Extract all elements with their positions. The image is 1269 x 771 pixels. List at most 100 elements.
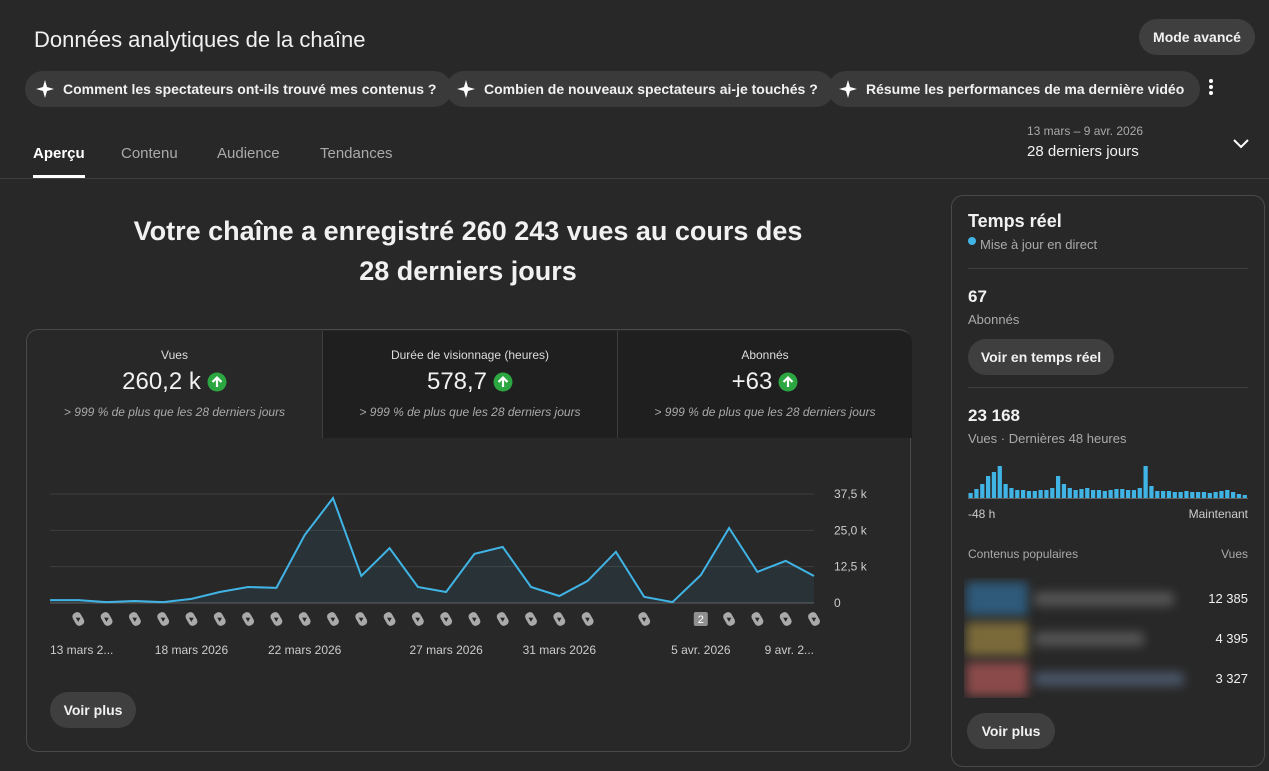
short-upload-icon[interactable]	[807, 611, 822, 628]
short-upload-icon[interactable]	[241, 611, 256, 628]
metric-tab[interactable]: Abonnés +63 > 999 % de plus que les 28 der…	[617, 331, 912, 438]
icon-play	[585, 617, 590, 622]
bar	[1056, 476, 1061, 498]
short-upload-icon[interactable]	[156, 611, 171, 628]
bar	[1096, 490, 1102, 498]
advanced-mode-button[interactable]: Mode avancé	[1139, 19, 1255, 55]
suggestion-text: Résume les performances de ma dernière v…	[866, 81, 1185, 97]
bar	[1166, 491, 1172, 498]
trend-up-icon	[207, 372, 227, 392]
icon-play	[415, 617, 421, 622]
realtime-button[interactable]: Voir en temps réel	[968, 339, 1114, 375]
short-upload-icon[interactable]	[552, 611, 567, 628]
y-tick-label: 37,5 k	[834, 487, 868, 501]
views-count: 23 168	[968, 406, 1020, 425]
icon-play	[500, 617, 505, 622]
metric-label: Durée de visionnage (heures)	[390, 348, 550, 362]
icon-play	[726, 617, 732, 622]
short-upload-icon[interactable]	[269, 611, 284, 628]
short-upload-icon[interactable]	[297, 611, 312, 628]
bar	[1026, 491, 1032, 498]
bar	[1184, 491, 1189, 498]
icon-play	[754, 617, 760, 622]
bar	[968, 493, 973, 498]
y-tick-label: 0	[834, 596, 841, 610]
suggestion-chip[interactable]: Résume les performances de ma dernière v…	[828, 71, 1201, 107]
bar	[1021, 490, 1026, 498]
bar	[1120, 489, 1125, 498]
y-tick-label: 25,0 k	[834, 523, 868, 537]
realtime-title: Temps réel	[968, 211, 1062, 231]
see-more-button[interactable]: Voir plus	[967, 713, 1055, 749]
subscriber-label: Abonnés	[968, 312, 1020, 327]
short-upload-icon[interactable]	[580, 611, 595, 628]
metric-tab[interactable]: Vues 260,2 k > 999 % de plus que les 28 de…	[27, 331, 322, 438]
bar	[1102, 491, 1107, 498]
short-upload-icon[interactable]	[99, 611, 114, 628]
short-upload-icon[interactable]	[212, 611, 227, 628]
bar	[1061, 484, 1067, 498]
short-upload-icon[interactable]	[524, 611, 539, 628]
icon-play	[245, 617, 251, 622]
page-title: Données analytiques de la chaîne	[34, 27, 366, 52]
icon-arrow	[497, 375, 509, 387]
divider	[968, 387, 1248, 388]
short-upload-icon[interactable]	[71, 611, 86, 628]
bar	[1050, 488, 1055, 498]
realtime-status: Mise à jour en direct	[980, 237, 1098, 252]
short-upload-icon[interactable]	[778, 611, 793, 628]
date-range-label[interactable]: 28 derniers jours	[1027, 143, 1139, 160]
short-upload-icon[interactable]	[495, 611, 510, 628]
tab[interactable]: Aperçu	[33, 145, 85, 162]
short-upload-icon[interactable]	[722, 611, 737, 628]
suggestion-chip[interactable]: Combien de nouveaux spectateurs ai-je to…	[446, 71, 834, 107]
tab[interactable]: Tendances	[320, 145, 393, 162]
bar	[1079, 489, 1084, 498]
tab[interactable]: Audience	[217, 145, 280, 162]
divider	[0, 178, 1269, 179]
more-menu[interactable]	[1201, 77, 1221, 97]
short-upload-icon[interactable]	[326, 611, 341, 628]
metric-tab[interactable]: Durée de visionnage (heures) 578,7 > 999 %…	[322, 331, 617, 438]
bar	[1114, 489, 1119, 498]
metric-value: 578,7	[426, 368, 488, 395]
short-upload-icon[interactable]	[637, 611, 652, 628]
views-label: Vues · Dernières 48 heures	[968, 431, 1127, 446]
trend-up-icon	[778, 372, 798, 392]
bar	[1172, 492, 1177, 498]
short-upload-icon[interactable]	[439, 611, 454, 628]
sparkle-icon	[839, 80, 857, 98]
metric-label: Vues	[161, 348, 188, 362]
metric-value-row: +63	[618, 368, 912, 396]
see-more-button[interactable]: Voir plus	[50, 692, 136, 728]
popular-title: Contenus populaires	[968, 547, 1079, 561]
upload-badge	[693, 612, 708, 626]
short-upload-icon[interactable]	[750, 611, 765, 628]
suggestion-chip[interactable]: Comment les spectateurs ont-ils trouvé m…	[25, 71, 453, 107]
icon-play	[556, 617, 562, 622]
bar	[1190, 492, 1195, 498]
short-upload-icon[interactable]	[127, 611, 142, 628]
short-upload-icon[interactable]	[467, 611, 482, 628]
short-upload-icon[interactable]	[184, 611, 199, 628]
dropdown-chevron[interactable]	[1231, 134, 1251, 154]
icon-play	[811, 617, 817, 622]
metric-comparison: > 999 % de plus que les 28 derniers jour…	[654, 405, 876, 419]
short-upload-icon[interactable]	[354, 611, 369, 628]
short-upload-icon[interactable]	[410, 611, 425, 628]
tab[interactable]: Contenu	[121, 145, 178, 162]
bar	[1032, 491, 1037, 498]
x-tick-label: 9 avr. 2...	[765, 643, 814, 657]
bar	[997, 466, 1002, 498]
icon-play	[443, 617, 449, 622]
bar	[1067, 488, 1072, 498]
icon-play	[273, 617, 279, 622]
line	[50, 496, 815, 604]
short-upload-icon[interactable]	[382, 611, 397, 628]
bar	[1038, 490, 1043, 498]
icon-play	[641, 617, 647, 622]
x-tick-label: 18 mars 2026	[155, 643, 229, 657]
metric-comparison: > 999 % de plus que les 28 derniers jour…	[359, 405, 581, 419]
bar	[1236, 494, 1242, 498]
